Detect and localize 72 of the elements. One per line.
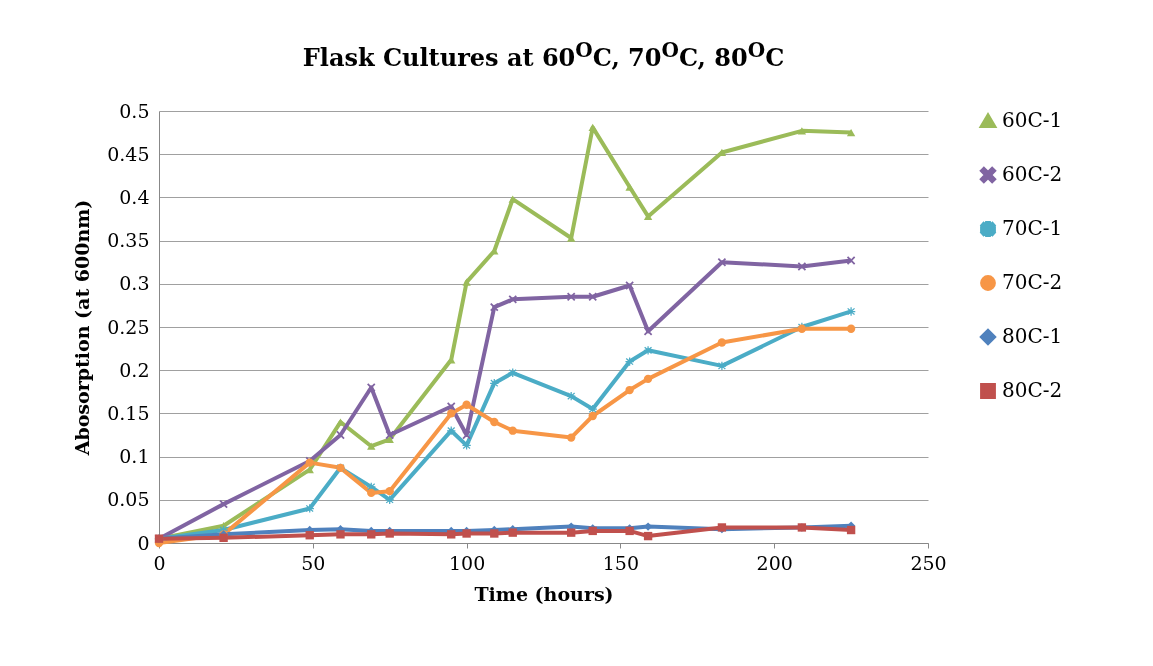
point	[336, 530, 345, 539]
point	[462, 441, 471, 450]
y-tick-label: 0.2	[119, 358, 150, 381]
x-axis-title: Time (hours)	[474, 582, 614, 605]
point	[567, 292, 576, 301]
legend-label: 80C-1	[1002, 324, 1063, 348]
chart-title: Flask Cultures at 60$^{O}$C, 70$^{O}$C, 80$^{O}$C	[301, 38, 786, 72]
legend-label: 70C-1	[1002, 216, 1063, 240]
x-tick-label: 150	[602, 551, 640, 574]
x-tick-label: 250	[910, 551, 947, 574]
y-tick-label: 0.05	[107, 488, 150, 511]
y-tick-label: 0.15	[107, 401, 150, 424]
point	[567, 528, 576, 537]
point	[625, 183, 634, 191]
point	[490, 302, 499, 312]
point	[508, 295, 517, 304]
y-tick-label: 0.25	[107, 315, 150, 338]
point	[643, 327, 653, 336]
point	[717, 258, 727, 267]
point	[447, 409, 456, 418]
point	[588, 123, 597, 132]
legend-label: 60C-1	[1002, 108, 1063, 132]
point	[367, 530, 376, 539]
point	[462, 400, 471, 409]
y-axis-title: Abosorption (at 600nm)	[71, 199, 94, 457]
legend-label: 70C-2	[1002, 270, 1063, 294]
point	[625, 385, 634, 395]
point	[717, 338, 727, 347]
point	[462, 278, 471, 286]
point	[588, 411, 597, 421]
point	[588, 292, 597, 301]
x-tick-label: 100	[448, 551, 486, 574]
point	[367, 442, 376, 450]
point	[336, 418, 345, 426]
point	[846, 525, 856, 535]
y-tick-label: 0.3	[119, 272, 150, 295]
point	[490, 529, 499, 538]
x-tick-label: 50	[301, 551, 326, 574]
point	[508, 368, 517, 377]
point	[447, 426, 456, 435]
point	[717, 361, 727, 371]
point	[367, 383, 376, 392]
y-tick-label: 0	[137, 531, 150, 554]
point	[643, 212, 653, 221]
point	[643, 374, 653, 384]
point	[447, 530, 456, 539]
legend-label: 80C-2	[1002, 378, 1063, 402]
point	[567, 433, 576, 442]
point	[385, 435, 394, 443]
x-tick-label: 200	[756, 551, 793, 574]
point	[846, 324, 856, 333]
point	[490, 378, 499, 388]
point	[625, 281, 634, 290]
y-tick-label: 0.45	[107, 142, 150, 165]
point	[846, 307, 856, 316]
point	[305, 504, 314, 513]
y-tick-label: 0.5	[119, 99, 150, 122]
x-tick-label: 0	[153, 551, 166, 574]
y-tick-label: 0.35	[107, 229, 150, 252]
point	[846, 128, 856, 137]
legend-label: 60C-2	[1002, 162, 1063, 186]
y-tick-label: 0.4	[119, 185, 150, 208]
point	[490, 417, 499, 427]
point	[385, 486, 394, 496]
y-tick-label: 0.1	[119, 445, 150, 468]
point	[305, 531, 314, 540]
point	[643, 531, 653, 541]
point	[385, 495, 394, 504]
point	[508, 426, 517, 435]
point	[643, 346, 653, 355]
point	[367, 488, 376, 498]
point	[625, 357, 634, 366]
